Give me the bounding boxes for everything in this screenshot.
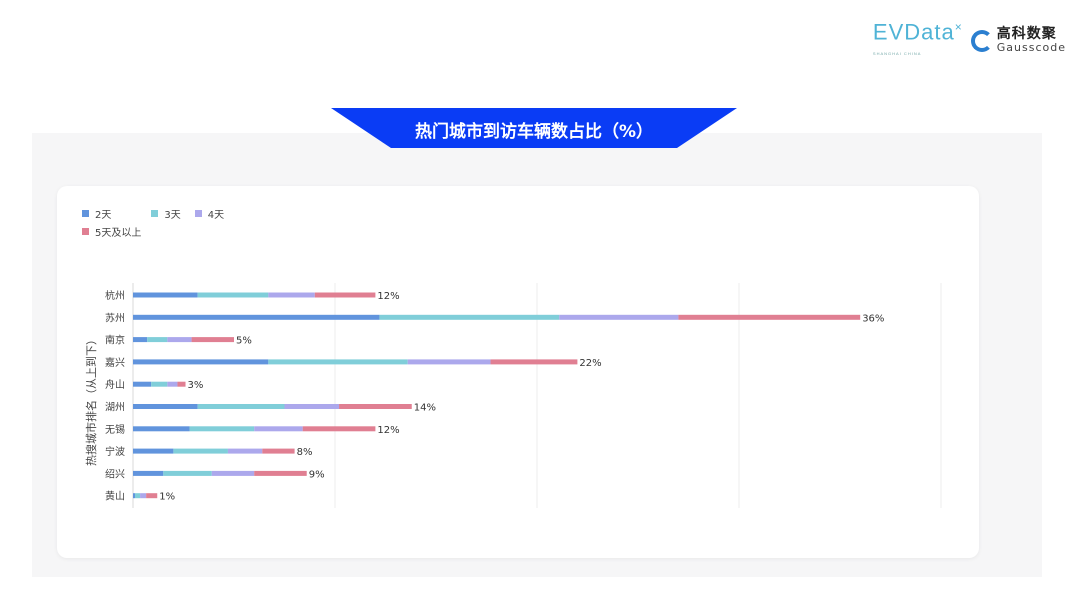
bar-segment [173,448,228,454]
chart-title-banner: 热门城市到访车辆数占比（%） [331,108,737,148]
y-tick-label: 湖州 [105,402,125,414]
total-label: 9% [309,469,325,480]
legend-swatch [194,210,202,217]
bar-segment [147,337,168,343]
bar-segment [268,359,408,365]
bar-segment [227,448,263,454]
bar-segment [314,292,376,298]
y-tick-label: 苏州 [105,311,125,324]
total-label: 1% [159,492,175,503]
bar-segment [146,493,158,499]
total-label: 3% [188,380,204,391]
total-label: 36% [862,313,884,324]
bar-segment [133,314,380,320]
bar-segment [339,404,412,409]
bar-segment [133,359,269,365]
gausscode-logo: 高科数聚 Gausscode [970,27,1066,54]
legend-label: 4天 [207,210,225,221]
gausscode-logo-icon [970,29,993,52]
bar-segment [379,314,560,320]
bar-segment [133,470,164,476]
legend-item[interactable]: 4天 [194,206,225,221]
bar-segment [284,404,340,409]
bar-segment [167,337,192,343]
y-tick-label: 黄山 [105,490,125,503]
legend: 2天 3天 4天 5天及以上 [82,206,262,242]
total-label: 12% [377,291,399,302]
bar-segment [490,359,578,365]
legend-item[interactable]: 3天 [151,206,181,221]
bar-segment [191,337,234,343]
y-tick-label: 宁波 [105,445,125,458]
bar-segment [133,404,198,409]
bar-segment [133,448,174,454]
legend-label: 2天 [95,210,112,221]
bar-segment [407,359,491,365]
bar-segment [133,337,148,343]
legend-swatch [82,228,89,235]
bar-segment [133,426,190,432]
bar-segment [254,426,303,432]
bar-segment [133,292,198,298]
total-label: 22% [579,358,601,369]
bar-segment [559,314,679,320]
legend-swatch [82,210,89,217]
total-label: 14% [414,403,436,414]
chart-title: 热门城市到访车辆数占比（%） [414,122,654,142]
bar-segment [211,470,255,476]
bar-segment [189,426,255,432]
bar-segment [262,448,295,454]
bar-segment [302,426,376,432]
bar-segment [133,381,152,387]
total-label: 12% [377,425,399,436]
legend-label: 3天 [164,210,181,221]
legend-swatch [151,210,159,217]
bar-segment [678,314,861,320]
y-tick-label: 无锡 [105,423,125,436]
bar-segment [140,493,147,499]
bar-segment [167,381,178,387]
bar-segment [254,470,307,476]
bar-segment [133,493,136,499]
bar-segment [151,381,168,387]
bar-segment [197,404,285,409]
chart-card [57,186,979,558]
bar-segment [177,381,186,387]
y-tick-label: 南京 [105,334,125,347]
total-label: 8% [297,447,313,458]
y-tick-label: 舟山 [105,378,125,391]
total-label: 5% [236,336,252,347]
logos: EVData× SHANGHAI CHINA 高科数聚 Gausscode [873,16,1066,65]
evdata-logo: EVData× SHANGHAI CHINA [872,19,963,57]
bar-segment [163,470,212,476]
legend-item[interactable]: 5天及以上 [82,224,141,239]
legend-item[interactable]: 2天 [82,206,111,221]
bar-segment [197,292,269,298]
legend-label: 5天及以上 [95,228,142,239]
y-tick-label: 绍兴 [105,467,125,480]
y-tick-label: 杭州 [105,289,125,302]
bar-segment [135,493,141,499]
bar-segment [268,292,315,298]
y-tick-label: 嘉兴 [105,356,125,369]
